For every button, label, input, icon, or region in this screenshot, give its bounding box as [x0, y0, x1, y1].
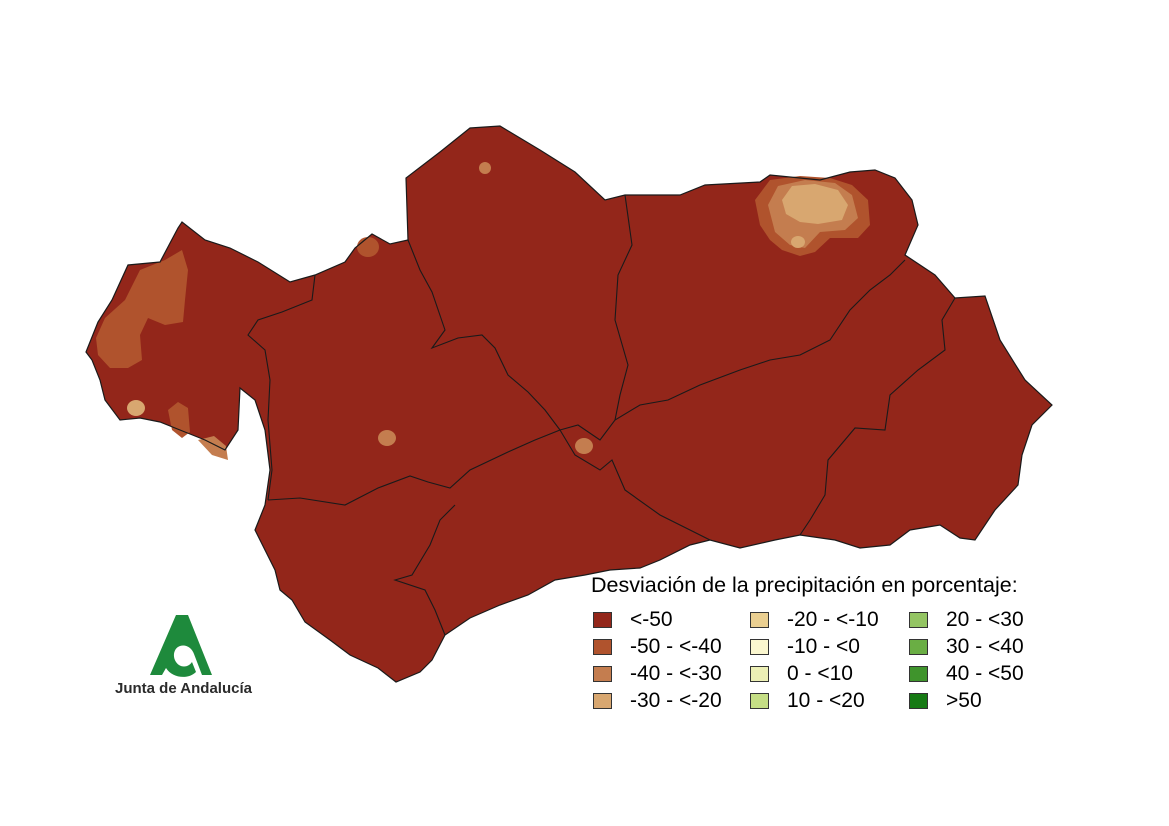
anomaly-patch-sevilla	[378, 430, 396, 446]
legend-swatch	[593, 612, 612, 628]
legend-item: -30 - <-20	[593, 689, 722, 712]
legend-label: -40 - <-30	[630, 662, 722, 685]
legend-item: -20 - <-10	[750, 608, 879, 631]
legend-label: 40 - <50	[946, 662, 1024, 685]
legend-label: >50	[946, 689, 982, 712]
logo-a-mark	[150, 615, 212, 677]
legend-swatch	[750, 639, 769, 655]
anomaly-patch-huelva-small	[127, 400, 145, 416]
legend-swatch	[750, 612, 769, 628]
legend-swatch	[593, 666, 612, 682]
legend-swatch	[909, 693, 928, 709]
anomaly-patch-sevilla-north	[357, 237, 379, 257]
border-cordoba-jaen	[614, 194, 633, 421]
anomaly-patch-huelva-coast2	[198, 436, 228, 460]
legend-swatch	[593, 639, 612, 655]
legend-item: 30 - <40	[909, 635, 1024, 658]
legend-swatch	[750, 666, 769, 682]
logo-text: Junta de Andalucía	[115, 680, 252, 697]
legend-item: -40 - <-30	[593, 662, 722, 685]
legend-label: 30 - <40	[946, 635, 1024, 658]
legend-item: >50	[909, 689, 982, 712]
legend-item: 20 - <30	[909, 608, 1024, 631]
border-sevilla-cordoba	[407, 239, 561, 431]
anomaly-patch-jaen-small	[791, 236, 805, 248]
legend-item: <-50	[593, 608, 673, 631]
border-granada-almeria	[799, 297, 956, 536]
legend-item: 40 - <50	[909, 662, 1024, 685]
legend-item: 10 - <20	[750, 689, 865, 712]
anomaly-patch-huelva-coast1	[168, 402, 190, 438]
legend-label: 0 - <10	[787, 662, 853, 685]
legend-label: 20 - <30	[946, 608, 1024, 631]
legend-label: -20 - <-10	[787, 608, 879, 631]
legend-swatch	[593, 693, 612, 709]
legend-label: -10 - <0	[787, 635, 860, 658]
legend-swatch	[750, 693, 769, 709]
legend-label: 10 - <20	[787, 689, 865, 712]
anomaly-patch-huelva-west	[96, 250, 188, 368]
legend-swatch	[909, 666, 928, 682]
region-outline-stroke	[85, 125, 1053, 683]
border-malaga-granada	[559, 429, 711, 541]
border-cordoba-granada	[559, 259, 906, 441]
border-sevilla-cadiz	[267, 429, 561, 506]
anomaly-patch-jaen-inner	[782, 184, 848, 224]
border-huelva-sevilla	[247, 274, 316, 501]
anomaly-patch-cordoba-north	[479, 162, 491, 174]
legend-title: Desviación de la precipitación en porcen…	[591, 573, 1018, 597]
legend-item: -50 - <-40	[593, 635, 722, 658]
legend-item: -10 - <0	[750, 635, 860, 658]
legend-label: <-50	[630, 608, 673, 631]
anomaly-patch-cordoba-south	[575, 438, 593, 454]
legend-label: -50 - <-40	[630, 635, 722, 658]
legend-swatch	[909, 639, 928, 655]
legend-swatch	[909, 612, 928, 628]
junta-de-andalucia-logo	[150, 615, 212, 677]
legend-label: -30 - <-20	[630, 689, 722, 712]
legend-item: 0 - <10	[750, 662, 853, 685]
border-cadiz-malaga	[393, 504, 456, 636]
region-outline	[86, 126, 1052, 682]
